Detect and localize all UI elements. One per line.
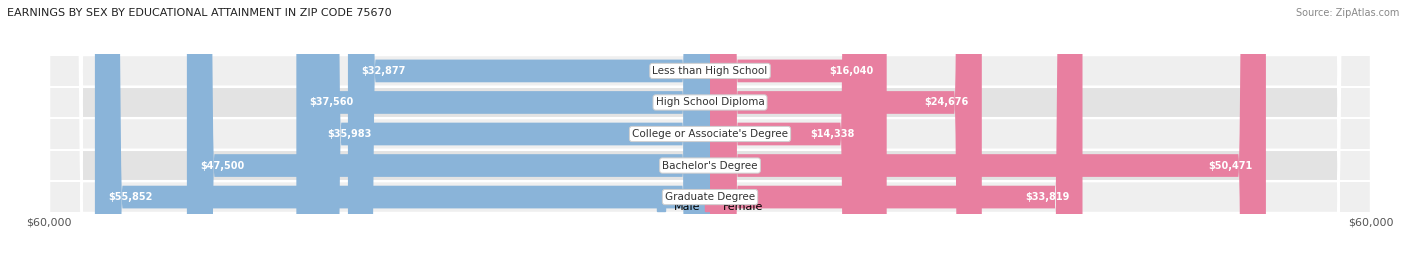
Text: College or Associate's Degree: College or Associate's Degree: [633, 129, 787, 139]
FancyBboxPatch shape: [710, 0, 1083, 268]
FancyBboxPatch shape: [49, 0, 1371, 268]
Text: Graduate Degree: Graduate Degree: [665, 192, 755, 202]
Text: $50,471: $50,471: [1208, 161, 1253, 170]
FancyBboxPatch shape: [49, 0, 1371, 268]
Text: High School Diploma: High School Diploma: [655, 98, 765, 107]
FancyBboxPatch shape: [49, 0, 1371, 268]
Text: $35,983: $35,983: [328, 129, 371, 139]
Text: $32,877: $32,877: [361, 66, 405, 76]
Text: $24,676: $24,676: [924, 98, 969, 107]
Text: $55,852: $55,852: [108, 192, 152, 202]
Legend: Male, Female: Male, Female: [657, 202, 763, 212]
FancyBboxPatch shape: [710, 0, 1265, 268]
Text: $16,040: $16,040: [830, 66, 873, 76]
Text: $14,338: $14,338: [810, 129, 855, 139]
FancyBboxPatch shape: [710, 0, 887, 268]
Text: EARNINGS BY SEX BY EDUCATIONAL ATTAINMENT IN ZIP CODE 75670: EARNINGS BY SEX BY EDUCATIONAL ATTAINMEN…: [7, 8, 392, 18]
Text: $33,819: $33,819: [1025, 192, 1070, 202]
FancyBboxPatch shape: [49, 0, 1371, 268]
FancyBboxPatch shape: [49, 0, 1371, 268]
FancyBboxPatch shape: [314, 0, 710, 268]
Text: Bachelor's Degree: Bachelor's Degree: [662, 161, 758, 170]
Text: $47,500: $47,500: [200, 161, 245, 170]
Text: Less than High School: Less than High School: [652, 66, 768, 76]
FancyBboxPatch shape: [297, 0, 710, 268]
FancyBboxPatch shape: [347, 0, 710, 268]
FancyBboxPatch shape: [187, 0, 710, 268]
FancyBboxPatch shape: [710, 0, 868, 268]
FancyBboxPatch shape: [94, 0, 710, 268]
Text: $37,560: $37,560: [309, 98, 354, 107]
Text: Source: ZipAtlas.com: Source: ZipAtlas.com: [1295, 8, 1399, 18]
FancyBboxPatch shape: [710, 0, 981, 268]
